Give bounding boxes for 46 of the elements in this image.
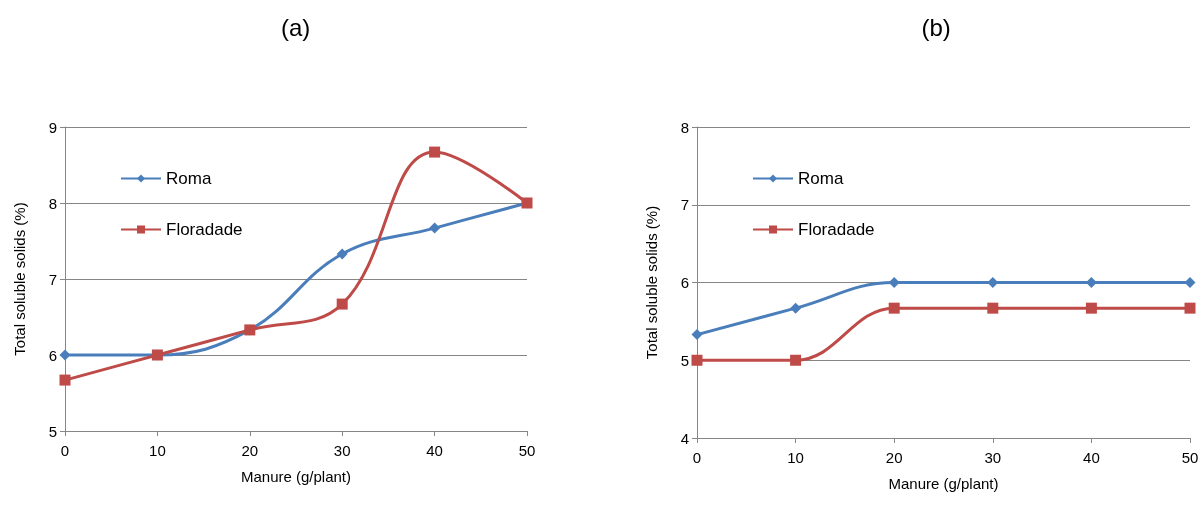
x-axis-title: Manure (g/plant) <box>240 468 352 485</box>
y-tick-label: 8 <box>680 118 689 136</box>
y-axis-title: Total soluble solids (%) <box>643 205 660 360</box>
legend-label: Floradade <box>166 220 243 239</box>
point <box>1085 302 1097 314</box>
chart-title: (b) <box>921 13 951 41</box>
point <box>790 354 802 366</box>
y-axis-title: Total soluble solids (%) <box>11 202 28 356</box>
point <box>59 349 71 361</box>
x-tick-label: 10 <box>787 449 804 466</box>
point <box>336 298 348 310</box>
point <box>1184 302 1196 314</box>
y-tick-label: 9 <box>48 118 57 136</box>
legend-label: Roma <box>166 169 212 188</box>
point <box>790 302 802 314</box>
y-tick-label: 7 <box>48 270 57 288</box>
x-tick-label: 50 <box>1181 449 1199 466</box>
x-tick-label: 20 <box>885 449 903 466</box>
x-tick-label: 10 <box>149 442 166 459</box>
x-tick-label: 30 <box>984 449 1002 466</box>
point <box>987 302 999 314</box>
x-tick-label: 0 <box>60 442 70 459</box>
y-tick-label: 7 <box>680 196 689 214</box>
point <box>429 222 441 234</box>
x-tick-label: 30 <box>333 442 351 459</box>
legend-label: Floradade <box>798 220 875 239</box>
x-tick-label: 40 <box>1083 449 1100 466</box>
y-tick-label: 4 <box>680 429 689 447</box>
point <box>429 146 441 158</box>
point <box>691 329 703 341</box>
point <box>336 248 348 260</box>
y-tick-label: 6 <box>48 346 57 364</box>
point <box>59 374 71 386</box>
legend-label: Roma <box>798 169 844 188</box>
y-tick-label: 5 <box>680 351 689 369</box>
point <box>888 302 900 314</box>
x-tick-label: 50 <box>518 442 536 459</box>
chart-title: (a) <box>281 13 311 41</box>
x-tick-label: 0 <box>692 449 702 466</box>
y-tick-label: 6 <box>680 274 689 291</box>
x-axis-title: Manure (g/plant) <box>888 475 999 492</box>
y-tick-label: 8 <box>48 194 57 212</box>
x-tick-label: 20 <box>241 442 259 459</box>
y-tick-label: 5 <box>48 422 57 440</box>
point <box>691 354 703 366</box>
x-tick-label: 40 <box>426 442 443 459</box>
